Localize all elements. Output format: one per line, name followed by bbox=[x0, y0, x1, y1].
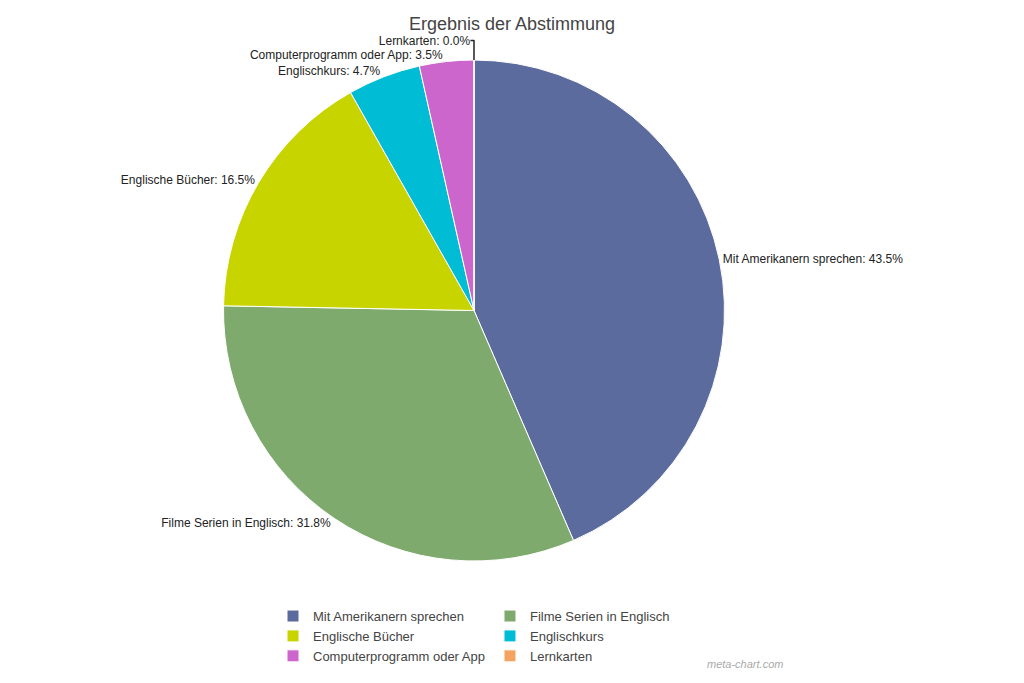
svg-text:Englischkurs: Englischkurs bbox=[530, 629, 604, 644]
svg-text:Englische Bücher: Englische Bücher bbox=[313, 629, 415, 644]
svg-text:Mit Amerikanern sprechen: Mit Amerikanern sprechen bbox=[313, 609, 464, 624]
svg-text:Computerprogramm oder App: Computerprogramm oder App bbox=[313, 649, 485, 664]
svg-text:Ergebnis der Abstimmung: Ergebnis der Abstimmung bbox=[409, 14, 615, 34]
svg-text:Filme Serien in Englisch: Filme Serien in Englisch bbox=[530, 609, 669, 624]
svg-text:Lernkarten: 0.0%: Lernkarten: 0.0% bbox=[379, 34, 471, 48]
svg-text:Computerprogramm oder App: 3.5: Computerprogramm oder App: 3.5% bbox=[250, 48, 443, 62]
svg-text:meta-chart.com: meta-chart.com bbox=[707, 658, 783, 670]
svg-text:Englischkurs: 4.7%: Englischkurs: 4.7% bbox=[278, 64, 380, 78]
svg-text:Filme Serien in Englisch: 31.8: Filme Serien in Englisch: 31.8% bbox=[161, 516, 331, 530]
svg-text:Lernkarten: Lernkarten bbox=[530, 649, 592, 664]
svg-text:Englische Bücher: 16.5%: Englische Bücher: 16.5% bbox=[121, 173, 255, 187]
svg-text:Mit Amerikanern sprechen: 43.5: Mit Amerikanern sprechen: 43.5% bbox=[723, 252, 903, 266]
